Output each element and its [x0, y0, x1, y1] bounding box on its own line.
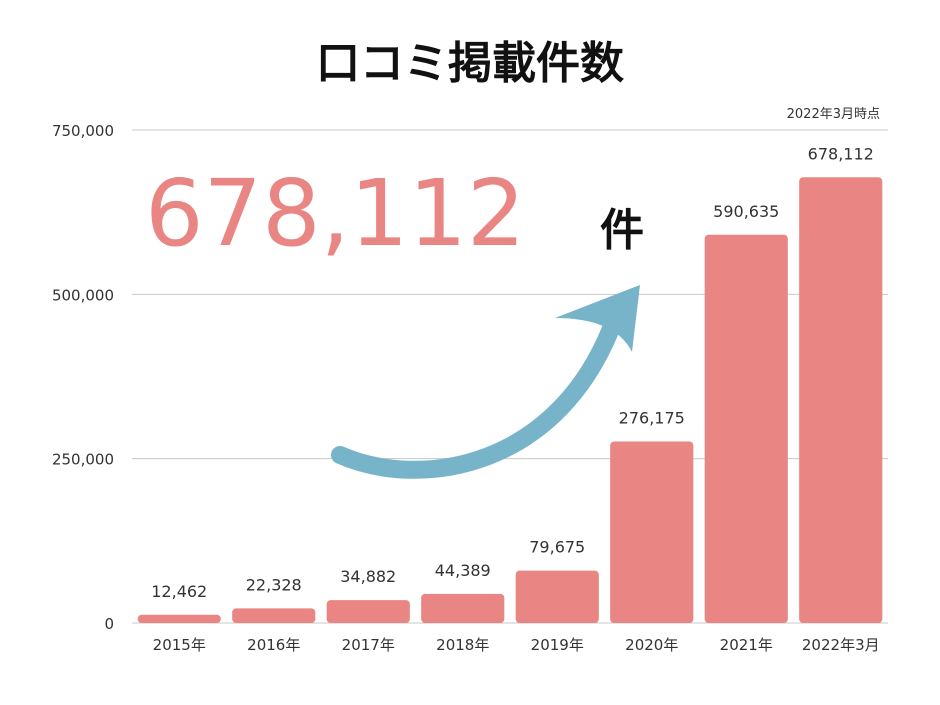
y-tick-label: 500,000: [52, 286, 114, 304]
bar: [704, 234, 788, 623]
data-labels: 12,462 22,328 34,882 44,389 79,675 276,175 590…: [151, 144, 874, 601]
x-tick-label: 2017年: [342, 636, 395, 654]
x-tick-label: 2020年: [625, 636, 678, 654]
x-tick-label: 2016年: [247, 636, 300, 654]
y-tick-label: 750,000: [52, 122, 114, 140]
as-of-note: 2022年3月時点: [787, 107, 880, 122]
highlight-total-value: 678,112: [145, 160, 525, 267]
bar: [137, 614, 221, 623]
y-tick-label: 250,000: [52, 451, 114, 469]
data-label: 79,675: [529, 538, 585, 557]
x-tick-label: 2015年: [153, 636, 206, 654]
bar: [799, 177, 883, 623]
x-tick-label: 2021年: [720, 636, 773, 654]
x-tick-label: 2018年: [436, 636, 489, 654]
data-label: 678,112: [808, 144, 874, 163]
chart-title: 口コミ掲載件数: [316, 38, 624, 89]
data-label: 12,462: [151, 582, 207, 601]
bar: [326, 600, 410, 623]
bar: [515, 570, 599, 623]
bar: [610, 441, 694, 623]
y-tick-label: 0: [104, 615, 114, 633]
data-label: 44,389: [435, 561, 491, 580]
bar: [421, 593, 505, 623]
x-tick-label: 2022年3月: [802, 636, 880, 654]
x-axis-labels: 2015年 2016年 2017年 2018年 2019年 2020年 2021年 2022年…: [153, 636, 880, 654]
data-label: 34,882: [340, 567, 396, 586]
growth-arrow-icon: [331, 285, 640, 479]
data-label: 590,635: [713, 202, 779, 221]
data-label: 22,328: [246, 575, 302, 594]
data-label: 276,175: [619, 408, 685, 427]
bar: [232, 608, 316, 623]
bars: [137, 177, 883, 623]
x-tick-label: 2019年: [531, 636, 584, 654]
highlight-unit: 件: [600, 205, 644, 256]
y-axis-ticks: 0 250,000 500,000 750,000: [52, 122, 114, 633]
